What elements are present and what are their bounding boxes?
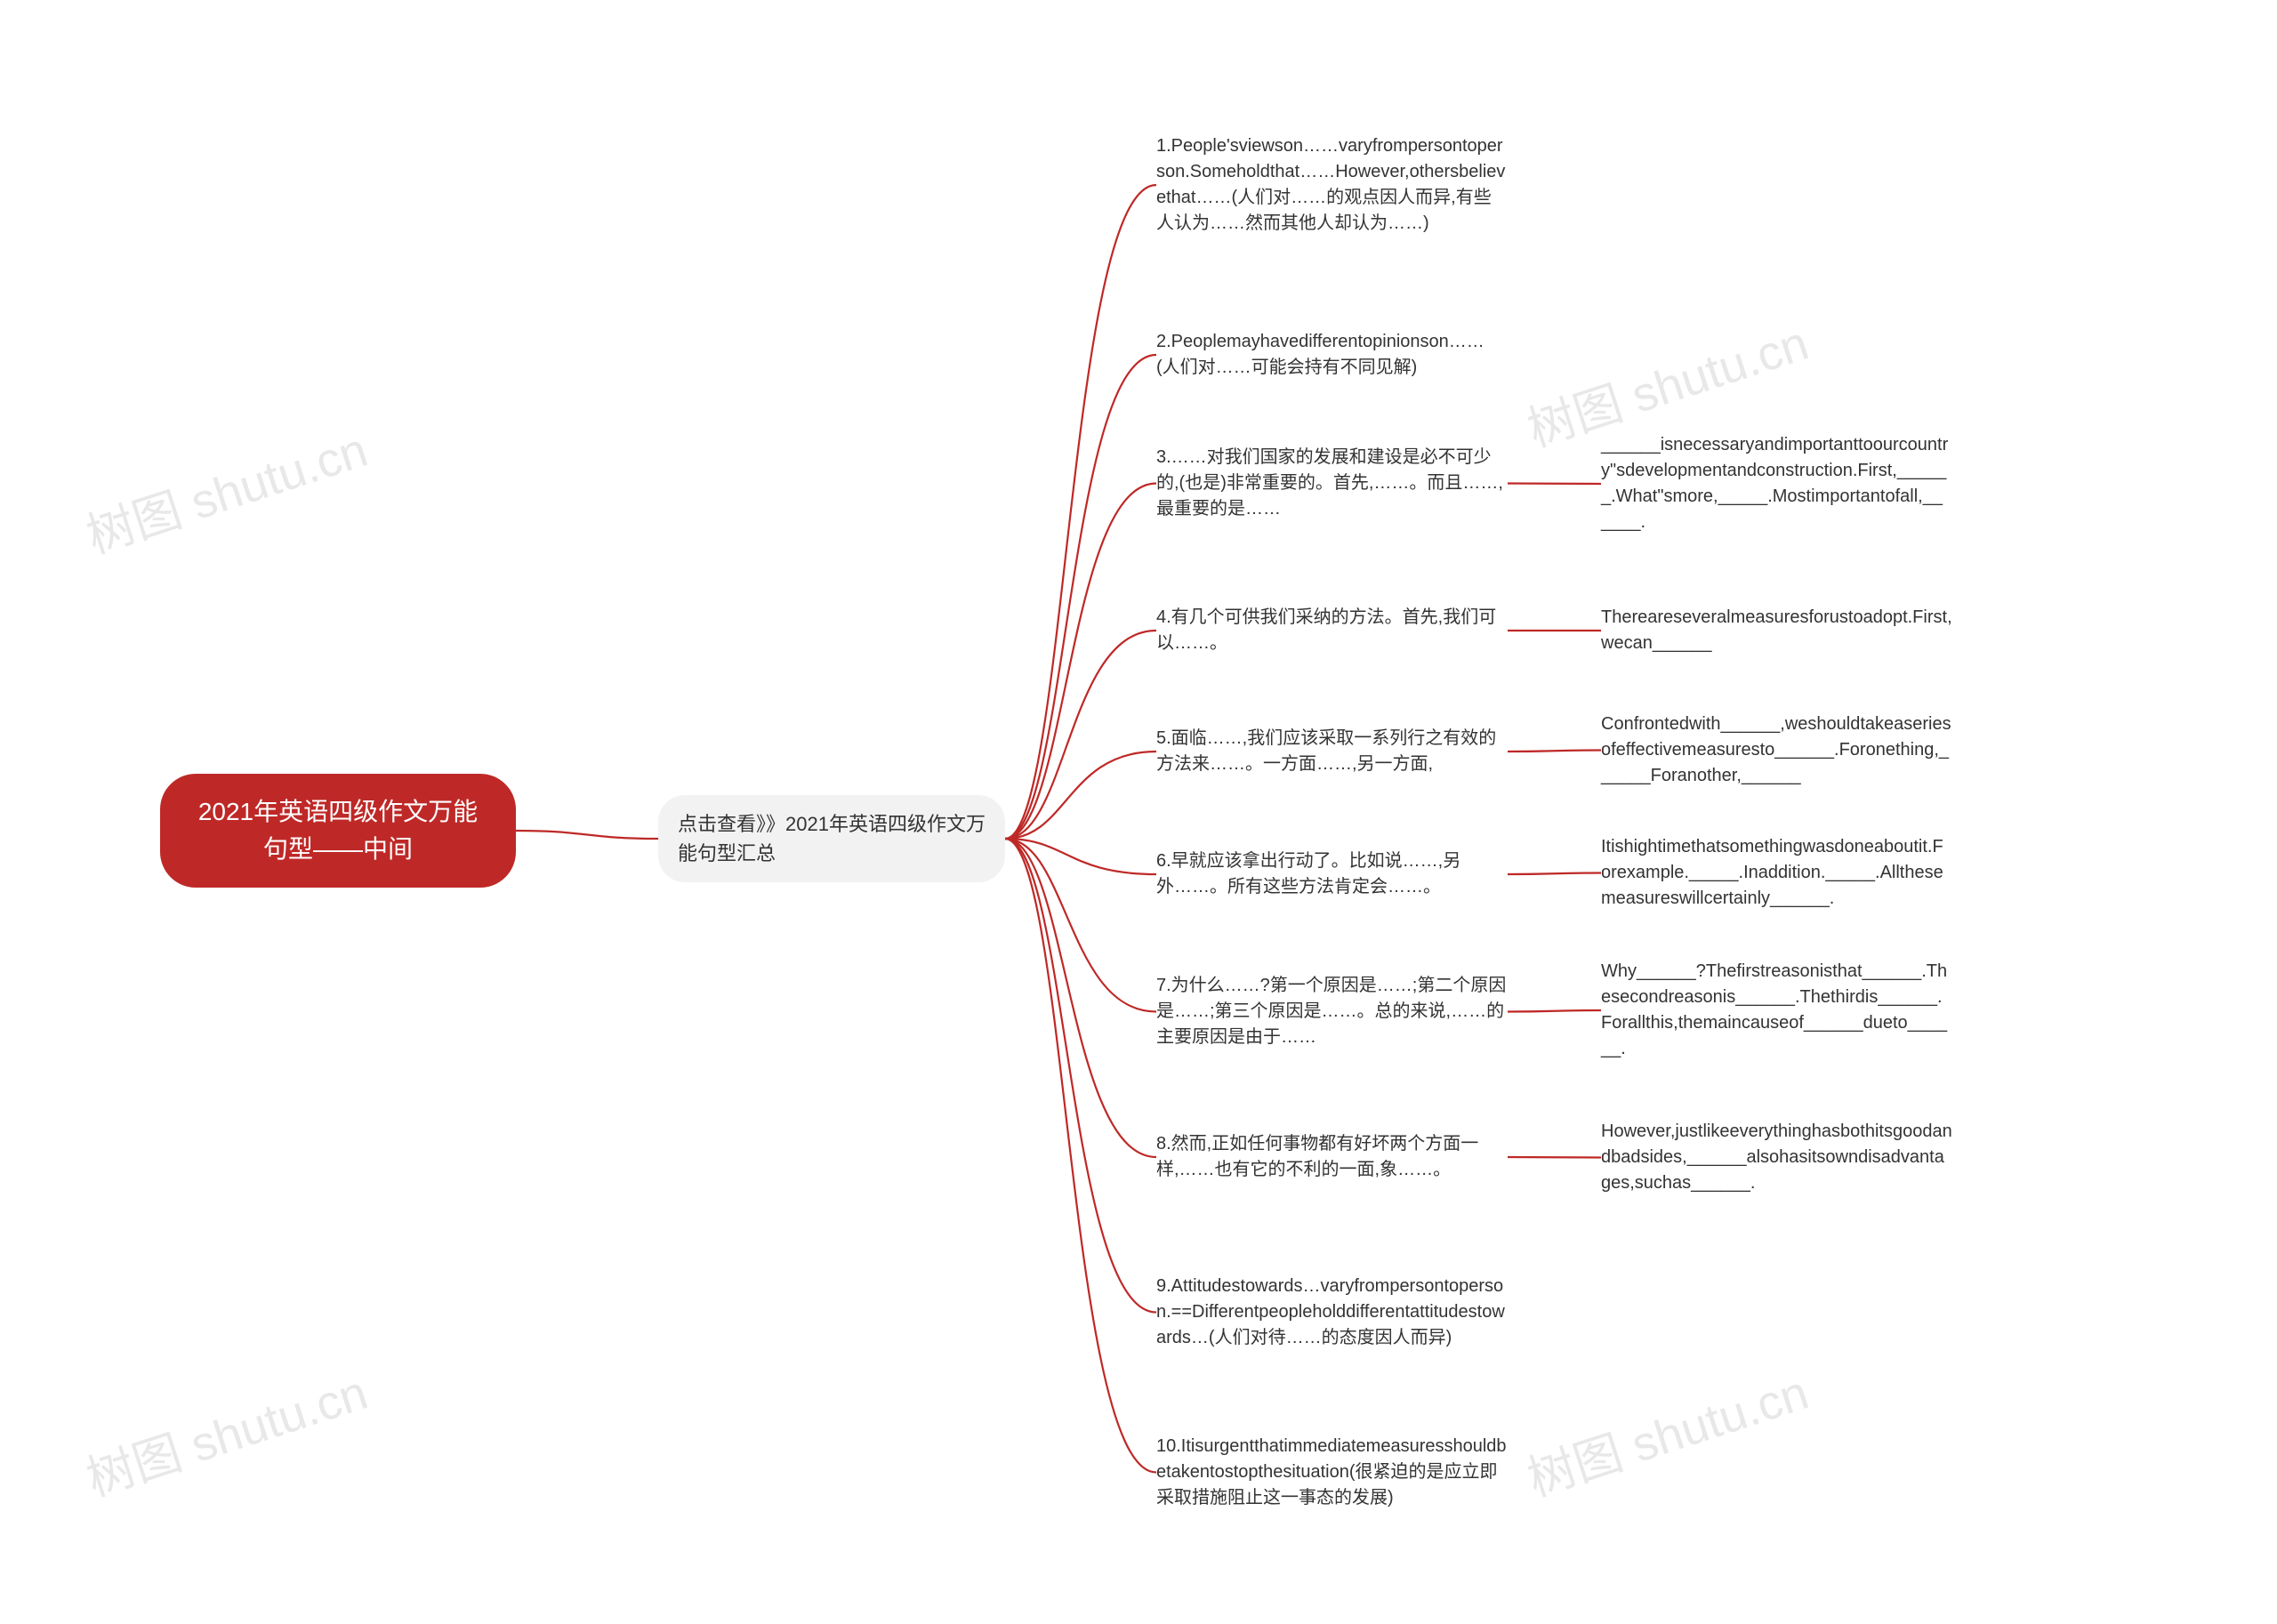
level4-node: Confrontedwith______,weshouldtakeaseries… bbox=[1601, 712, 1952, 789]
level4-node: Why______?Thefirstreasonisthat______.The… bbox=[1601, 959, 1952, 1062]
level3-node: 9.Attitudestowards…varyfrompersontoperso… bbox=[1156, 1274, 1508, 1351]
level3-node: 3.……对我们国家的发展和建设是必不可少的,(也是)非常重要的。首先,……。而且… bbox=[1156, 445, 1508, 522]
level3-node: 7.为什么……?第一个原因是……;第二个原因是……;第三个原因是……。总的来说,… bbox=[1156, 973, 1508, 1050]
root-text: 2021年英语四级作文万能句型——中间 bbox=[198, 798, 478, 863]
level3-node: 5.面临……,我们应该采取一系列行之有效的方法来……。一方面……,另一方面, bbox=[1156, 726, 1508, 777]
level3-node: 8.然而,正如任何事物都有好坏两个方面一样,……也有它的不利的一面,象……。 bbox=[1156, 1131, 1508, 1183]
level4-node: Itishightimethatsomethingwasdoneaboutit.… bbox=[1601, 834, 1952, 912]
level3-node: 2.Peoplemayhavedifferentopinionson……(人们对… bbox=[1156, 329, 1508, 381]
level4-node: However,justlikeeverythinghasbothitsgood… bbox=[1601, 1119, 1952, 1196]
level3-node: 6.早就应该拿出行动了。比如说……,另外……。所有这些方法肯定会……。 bbox=[1156, 848, 1508, 900]
watermark: 树图 shutu.cn bbox=[76, 410, 375, 567]
level4-node: ______isnecessaryandimportanttoourcountr… bbox=[1601, 432, 1952, 535]
level3-node: 10.Itisurgentthatimmediatemeasuresshould… bbox=[1156, 1434, 1508, 1511]
level3-node: 1.People'sviewson……varyfrompersontoperso… bbox=[1156, 133, 1508, 237]
level3-node: 4.有几个可供我们采纳的方法。首先,我们可以……。 bbox=[1156, 605, 1508, 656]
level4-node: Thereareseveralmeasuresforustoadopt.Firs… bbox=[1601, 605, 1952, 656]
level2-text: 点击查看》》2021年英语四级作文万能句型汇总 bbox=[678, 813, 986, 864]
level2-node[interactable]: 点击查看》》2021年英语四级作文万能句型汇总 bbox=[658, 795, 1005, 882]
watermark: 树图 shutu.cn bbox=[1517, 1353, 1816, 1509]
root-node: 2021年英语四级作文万能句型——中间 bbox=[160, 774, 516, 888]
watermark: 树图 shutu.cn bbox=[76, 1353, 375, 1509]
